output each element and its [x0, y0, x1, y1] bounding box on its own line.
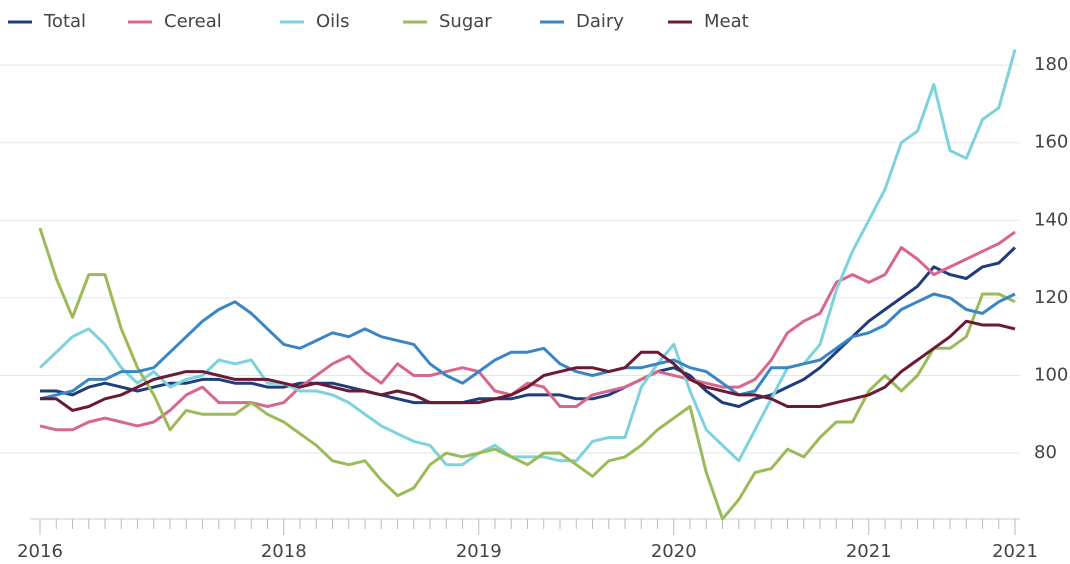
chart: 80 100 120 140 160 180 2016 2018 2019 2020 2021 202…	[0, 0, 1070, 564]
legend-label: Cereal	[164, 11, 222, 32]
x-tick-label: 2020	[651, 541, 697, 562]
y-tick-label: 100	[1034, 364, 1068, 385]
series-line	[40, 228, 1015, 519]
y-tick-label: 120	[1034, 287, 1068, 308]
legend-label: Total	[43, 11, 86, 32]
series-line	[40, 321, 1015, 410]
x-tick-label: 2021	[992, 541, 1038, 562]
legend-label: Dairy	[576, 11, 624, 32]
legend-label: Meat	[704, 11, 749, 32]
y-tick-label: 80	[1034, 442, 1057, 463]
x-tick-label: 2021	[846, 541, 892, 562]
x-tick-label: 2018	[261, 541, 307, 562]
legend-label: Sugar	[439, 11, 492, 32]
y-tick-label: 160	[1034, 132, 1068, 153]
series-line	[40, 232, 1015, 430]
legend-label: Oils	[316, 11, 350, 32]
page: 80 100 120 140 160 180 2016 2018 2019 2020 2021 202…	[0, 0, 1070, 564]
y-tick-label: 180	[1034, 54, 1068, 75]
x-tick-label: 2016	[17, 541, 63, 562]
series-line	[40, 50, 1015, 465]
x-tick-label: 2019	[456, 541, 502, 562]
y-tick-label: 140	[1034, 209, 1068, 230]
